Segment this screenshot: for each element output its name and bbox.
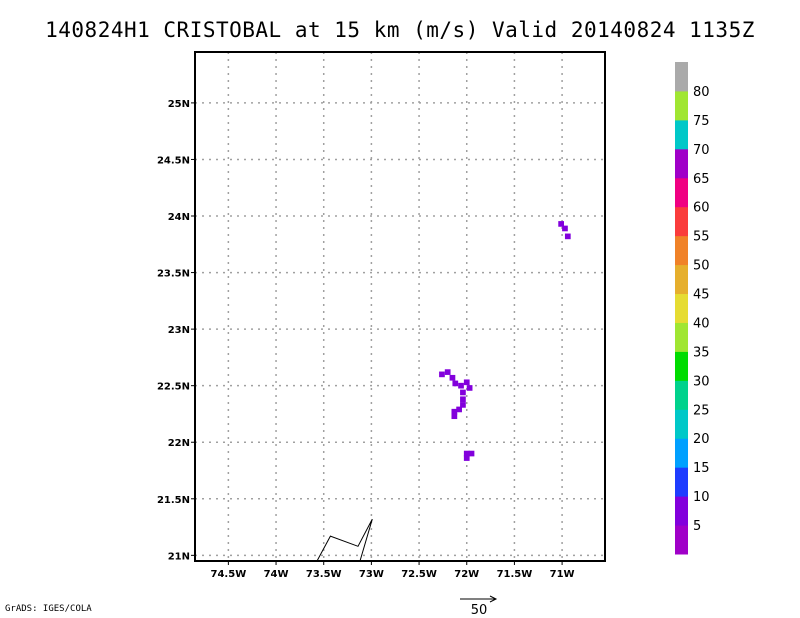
colorbar-label-5: 30: [693, 374, 710, 389]
shaded-cell-15: [451, 413, 458, 420]
grid-layer: [195, 52, 605, 561]
shaded-cell-4: [444, 369, 451, 375]
colorbar-swatch-1: [675, 496, 688, 526]
chart-title: 140824H1 CRISTOBAL at 15 km (m/s) Valid …: [45, 18, 755, 42]
colorbar-swatch-11: [675, 206, 688, 237]
colorbar-swatch-7: [675, 322, 688, 352]
colorbar-swatch-14: [675, 119, 688, 150]
colorbar-label-9: 50: [693, 259, 710, 274]
x-tick-label-1: 74W: [264, 569, 289, 580]
colorbar-label-4: 25: [693, 403, 710, 418]
wind-vector-layer: [316, 518, 373, 562]
axis-ticks: 74.5W 74W 73.5W 73W 72.5W 72W 71.5W 71W 21N 21.5N…: [157, 99, 575, 580]
shaded-cell-6: [452, 380, 459, 387]
colorbar-swatch-9: [675, 264, 688, 295]
shaded-cell-9: [466, 385, 473, 391]
shaded-cell-14: [451, 408, 458, 415]
y-tick-label-2: 22N: [168, 438, 190, 449]
shaded-cell-5: [449, 374, 456, 381]
colorbar-label-3: 20: [693, 432, 710, 447]
y-tick-label-6: 24N: [168, 212, 190, 223]
y-tick-label-7: 24.5N: [157, 155, 190, 166]
colorbar-swatch-13: [675, 148, 688, 179]
shaded-cell-8: [463, 379, 470, 386]
y-tick-label-3: 22.5N: [157, 382, 190, 393]
reference-vector-arrowhead: [489, 595, 498, 603]
shaded-cell-2: [564, 233, 571, 240]
x-tick-label-7: 71W: [550, 569, 575, 580]
colorbar-swatch-15: [675, 90, 688, 121]
colorbar-label-8: 45: [693, 288, 710, 303]
colorbar: 5 10 15 20 25 30 35 40 45 50 55 60 65 70 75 80: [675, 62, 710, 555]
shaded-cell-3: [439, 371, 445, 378]
colorbar-label-13: 70: [693, 143, 710, 158]
colorbar-swatch-16: [675, 62, 688, 92]
wind-vector-0: [316, 518, 373, 562]
x-tick-label-4: 72.5W: [401, 569, 437, 580]
reference-vector-label: 50: [471, 603, 488, 618]
grads-credit: GrADS: IGES/COLA: [5, 604, 92, 614]
shaded-cell-7: [458, 382, 464, 389]
colorbar-label-0: 5: [693, 519, 701, 534]
plot-frame: [194, 51, 606, 562]
y-tick-label-5: 23.5N: [157, 269, 190, 280]
colorbar-label-1: 10: [693, 490, 710, 505]
shaded-cell-10: [460, 389, 466, 396]
colorbar-label-7: 40: [693, 316, 710, 331]
shaded-cell-13: [456, 406, 462, 413]
x-tick-label-0: 74.5W: [211, 569, 247, 580]
shaded-cell-16: [463, 450, 470, 457]
colorbar-label-10: 55: [693, 230, 710, 245]
colorbar-swatch-5: [675, 380, 688, 410]
colorbar-swatch-4: [675, 409, 688, 439]
colorbar-label-12: 65: [693, 172, 710, 187]
colorbar-swatch-2: [675, 467, 688, 497]
x-tick-label-3: 73W: [359, 569, 384, 580]
colorbar-label-11: 60: [693, 201, 710, 216]
shaded-cells-layer: [439, 221, 571, 461]
y-tick-label-0: 21N: [168, 551, 190, 562]
reference-vector: 50: [460, 595, 498, 618]
x-tick-label-2: 73.5W: [306, 569, 342, 580]
colorbar-label-6: 35: [693, 345, 710, 360]
colorbar-label-15: 80: [693, 85, 710, 100]
colorbar-swatch-0: [675, 525, 688, 555]
colorbar-label-14: 75: [693, 114, 710, 129]
colorbar-swatch-3: [675, 438, 688, 468]
colorbar-swatch-8: [675, 293, 688, 323]
shaded-cell-0: [558, 221, 564, 227]
colorbar-swatch-6: [675, 351, 688, 381]
y-tick-label-1: 21.5N: [157, 495, 190, 506]
shaded-cell-18: [463, 455, 470, 461]
y-tick-label-4: 23N: [168, 325, 190, 336]
colorbar-swatch-10: [675, 235, 688, 266]
shaded-cell-11: [460, 396, 466, 403]
colorbar-swatch-12: [675, 177, 688, 208]
y-tick-label-8: 25N: [168, 99, 190, 110]
colorbar-label-2: 15: [693, 461, 710, 476]
shaded-cell-12: [460, 402, 466, 408]
x-tick-label-5: 72W: [454, 569, 479, 580]
shaded-cell-1: [562, 225, 568, 232]
x-tick-label-6: 71.5W: [497, 569, 533, 580]
shaded-cell-17: [468, 450, 475, 457]
